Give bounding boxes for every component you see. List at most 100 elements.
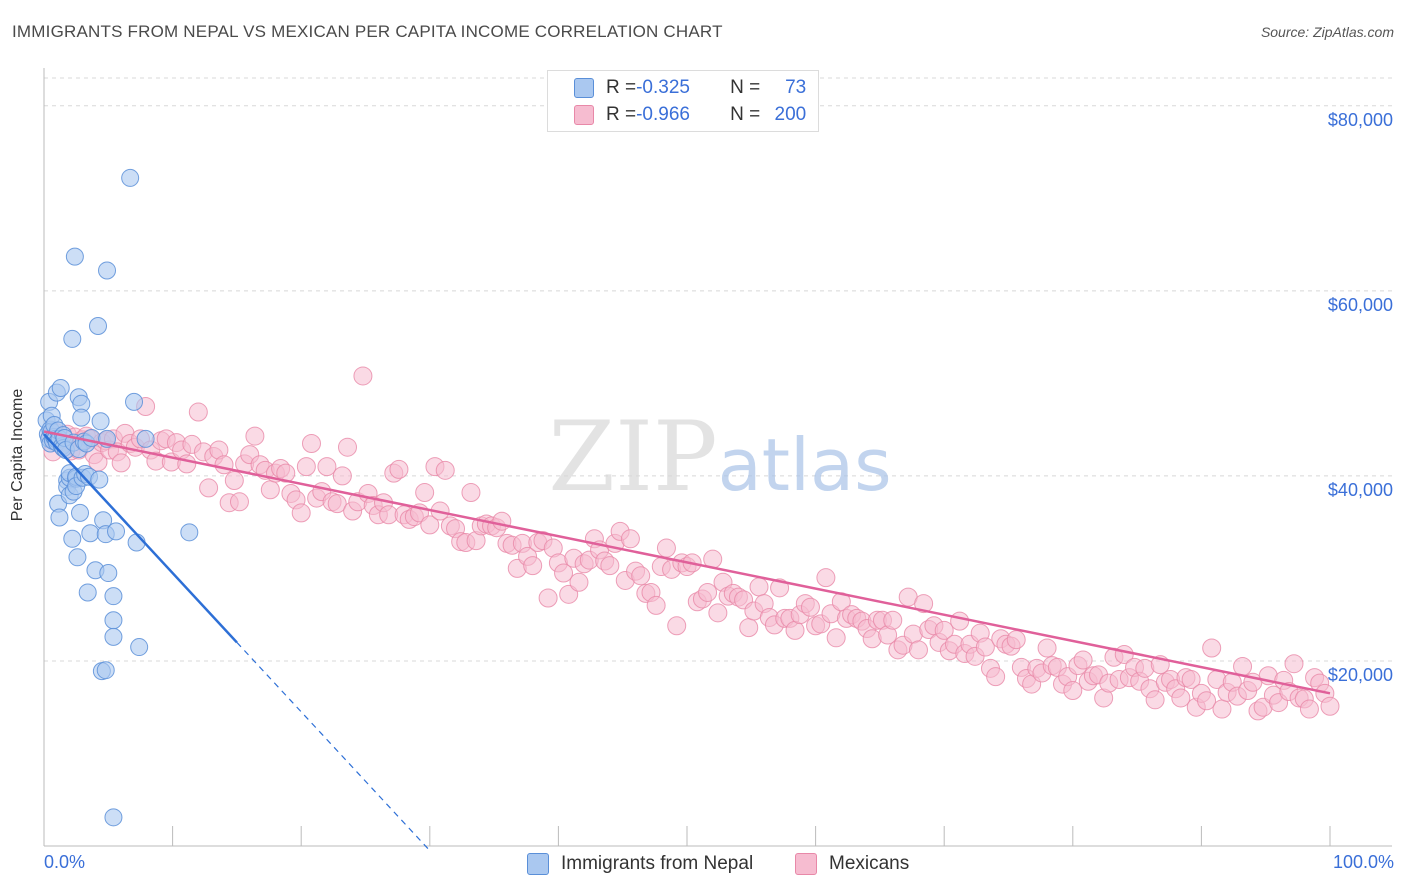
data-point-nepal <box>63 529 82 548</box>
y-tick-label: $60,000 <box>1328 295 1393 315</box>
trend-lines <box>43 430 1331 852</box>
data-point-nepal <box>51 378 70 397</box>
data-point-nepal <box>121 168 140 187</box>
data-point-nepal <box>68 548 87 567</box>
data-point-mexicans <box>600 556 620 576</box>
data-point-mexicans <box>800 597 820 617</box>
watermark: ZIPatlas <box>548 401 891 513</box>
data-point-mexicans <box>353 366 373 386</box>
data-point-mexicans <box>826 628 846 648</box>
bottom-legend-nepal: Immigrants from Nepal <box>527 851 753 877</box>
axes <box>43 68 1392 847</box>
data-point-mexicans <box>950 611 970 631</box>
bottom-legend-label-nepal: Immigrants from Nepal <box>561 853 754 874</box>
nepal-points <box>37 168 199 827</box>
data-point-nepal <box>81 524 100 543</box>
x-axis-max-label: 100.0% <box>1332 852 1394 872</box>
data-point-mexicans <box>1181 669 1201 689</box>
data-point-mexicans <box>111 453 131 473</box>
y-tick-label: $80,000 <box>1328 110 1393 130</box>
data-point-mexicans <box>415 483 435 503</box>
data-point-mexicans <box>276 463 296 483</box>
bottom-legend-swatch-nepal <box>527 853 549 875</box>
legend-r-label: R = <box>606 104 637 125</box>
data-point-nepal <box>50 508 69 527</box>
data-point-nepal <box>63 329 82 348</box>
data-point-mexicans <box>934 620 954 640</box>
data-point-mexicans <box>816 568 836 588</box>
data-point-mexicans <box>1320 696 1340 716</box>
y-axis-label: Per Capita Income <box>9 388 26 522</box>
data-point-mexicans <box>698 582 718 602</box>
y-tick-label: $40,000 <box>1328 480 1393 500</box>
data-point-mexicans <box>492 511 512 531</box>
legend-n-value: 200 <box>774 104 807 125</box>
data-point-nepal <box>127 533 146 552</box>
data-point-mexicans <box>435 460 455 480</box>
data-point-mexicans <box>620 529 640 549</box>
data-point-mexicans <box>914 594 934 614</box>
data-point-mexicans <box>739 618 759 638</box>
data-point-mexicans <box>1063 681 1083 701</box>
data-point-mexicans <box>199 478 219 498</box>
data-point-mexicans <box>631 566 651 586</box>
legend-row-mexicans: R = -0.966 N = 200 <box>574 103 806 127</box>
data-point-mexicans <box>1202 638 1222 658</box>
data-point-mexicans <box>1037 638 1057 658</box>
data-point-nepal <box>99 564 118 583</box>
data-point-mexicans <box>908 640 928 660</box>
legend-n-label: N = <box>730 77 761 98</box>
data-point-mexicans <box>1145 690 1165 710</box>
data-point-mexicans <box>1197 691 1217 711</box>
data-point-mexicans <box>1284 654 1304 674</box>
data-point-mexicans <box>461 483 481 503</box>
data-point-mexicans <box>569 572 589 592</box>
legend-r-value: -0.966 <box>636 104 690 125</box>
data-point-nepal <box>91 412 110 431</box>
data-point-nepal <box>107 522 126 541</box>
data-point-mexicans <box>260 480 280 500</box>
data-point-nepal <box>78 583 97 602</box>
data-point-mexicans <box>538 588 558 608</box>
data-point-nepal <box>104 611 123 630</box>
data-point-nepal <box>65 247 84 266</box>
data-point-mexicans <box>301 433 321 453</box>
legend-n-label: N = <box>730 104 761 125</box>
data-point-nepal <box>82 428 101 447</box>
data-point-nepal <box>98 261 117 280</box>
data-point-mexicans <box>214 455 234 475</box>
bottom-legend-swatch-mexicans <box>795 853 817 875</box>
data-point-mexicans <box>296 457 316 477</box>
data-point-mexicans <box>785 620 805 640</box>
data-point-mexicans <box>224 471 244 491</box>
trend-line-mexicans <box>43 430 1331 695</box>
data-point-nepal <box>96 661 115 680</box>
bottom-legend-mexicans: Mexicans <box>795 851 909 877</box>
data-point-mexicans <box>332 466 352 486</box>
data-point-nepal <box>104 808 123 827</box>
data-point-mexicans <box>327 494 347 514</box>
y-tick-label: $20,000 <box>1328 665 1393 685</box>
data-point-mexicans <box>420 515 440 535</box>
data-point-mexicans <box>656 538 676 558</box>
data-point-mexicans <box>229 492 249 512</box>
legend-r-value: -0.325 <box>636 77 690 98</box>
data-point-mexicans <box>749 577 769 597</box>
legend-n-value: 73 <box>785 77 807 98</box>
data-point-nepal <box>136 429 155 448</box>
trend-line-nepal-extension <box>236 642 431 852</box>
data-point-mexicans <box>177 454 197 474</box>
data-point-mexicans <box>986 667 1006 687</box>
bottom-legend-label-mexicans: Mexicans <box>829 853 910 874</box>
data-point-mexicans <box>188 402 208 422</box>
grid-lines <box>44 77 1392 662</box>
data-point-mexicans <box>523 556 543 576</box>
data-point-mexicans <box>554 563 574 583</box>
data-point-nepal <box>104 627 123 646</box>
source-label: Source: ZipAtlas.com <box>1260 24 1394 40</box>
data-point-mexicans <box>667 616 687 636</box>
data-point-nepal <box>104 587 123 606</box>
legend-r-label: R = <box>606 77 637 98</box>
data-point-mexicans <box>975 637 995 657</box>
